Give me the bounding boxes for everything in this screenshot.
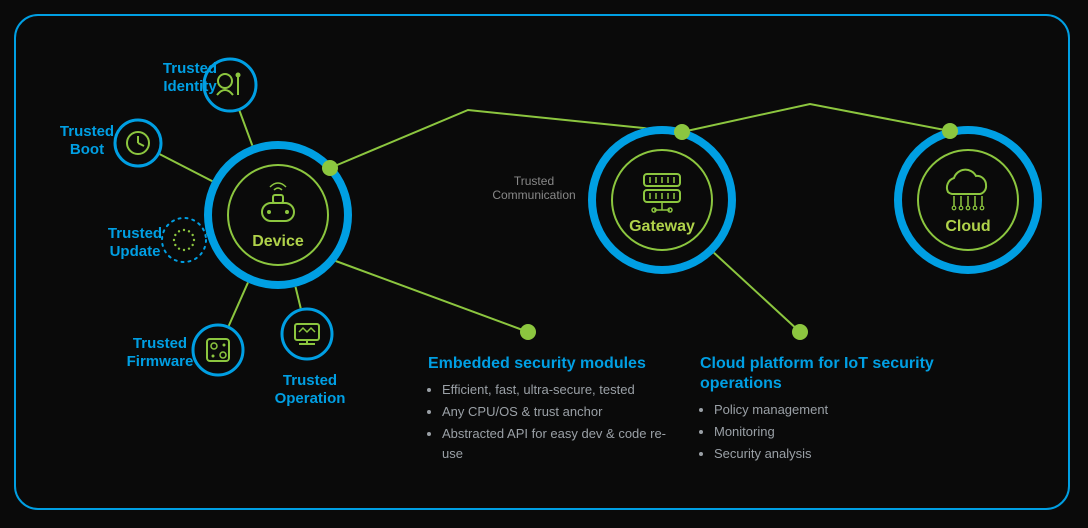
info-cloud-bullet: Security analysis <box>714 444 940 464</box>
diagram-text-layer: TrustedCommunication TrustedIdentity Trust… <box>0 0 1088 528</box>
satellite-label-trusted-boot: TrustedBoot <box>52 123 122 159</box>
satellite-label-trusted-firmware: TrustedFirmware <box>120 335 200 371</box>
info-cloud-bullet: Monitoring <box>714 422 940 442</box>
info-embedded-bullet: Abstracted API for easy dev & code re-us… <box>442 424 668 464</box>
edge-label-device-gateway: TrustedCommunication <box>474 175 594 203</box>
info-cloud-bullets: Policy managementMonitoringSecurity anal… <box>700 400 940 464</box>
info-embedded-bullet: Efficient, fast, ultra-secure, tested <box>442 380 668 400</box>
satellite-label-trusted-operation: TrustedOperation <box>265 372 355 408</box>
info-embedded-bullet: Any CPU/OS & trust anchor <box>442 402 668 422</box>
satellite-label-trusted-identity: TrustedIdentity <box>150 60 230 96</box>
info-cloud-bullet: Policy management <box>714 400 940 420</box>
satellite-label-trusted-update: TrustedUpdate <box>100 225 170 261</box>
info-embedded-title: Embedded security modules <box>428 354 668 374</box>
info-embedded: Embedded security modules Efficient, fast… <box>428 354 668 467</box>
info-embedded-bullets: Efficient, fast, ultra-secure, testedAny… <box>428 380 668 465</box>
main-node-label-gateway: Gateway <box>602 218 722 236</box>
main-node-label-device: Device <box>218 233 338 251</box>
main-node-label-cloud: Cloud <box>908 218 1028 236</box>
info-cloud-title: Cloud platform for IoT security operatio… <box>700 354 940 394</box>
info-cloud: Cloud platform for IoT security operatio… <box>700 354 940 466</box>
